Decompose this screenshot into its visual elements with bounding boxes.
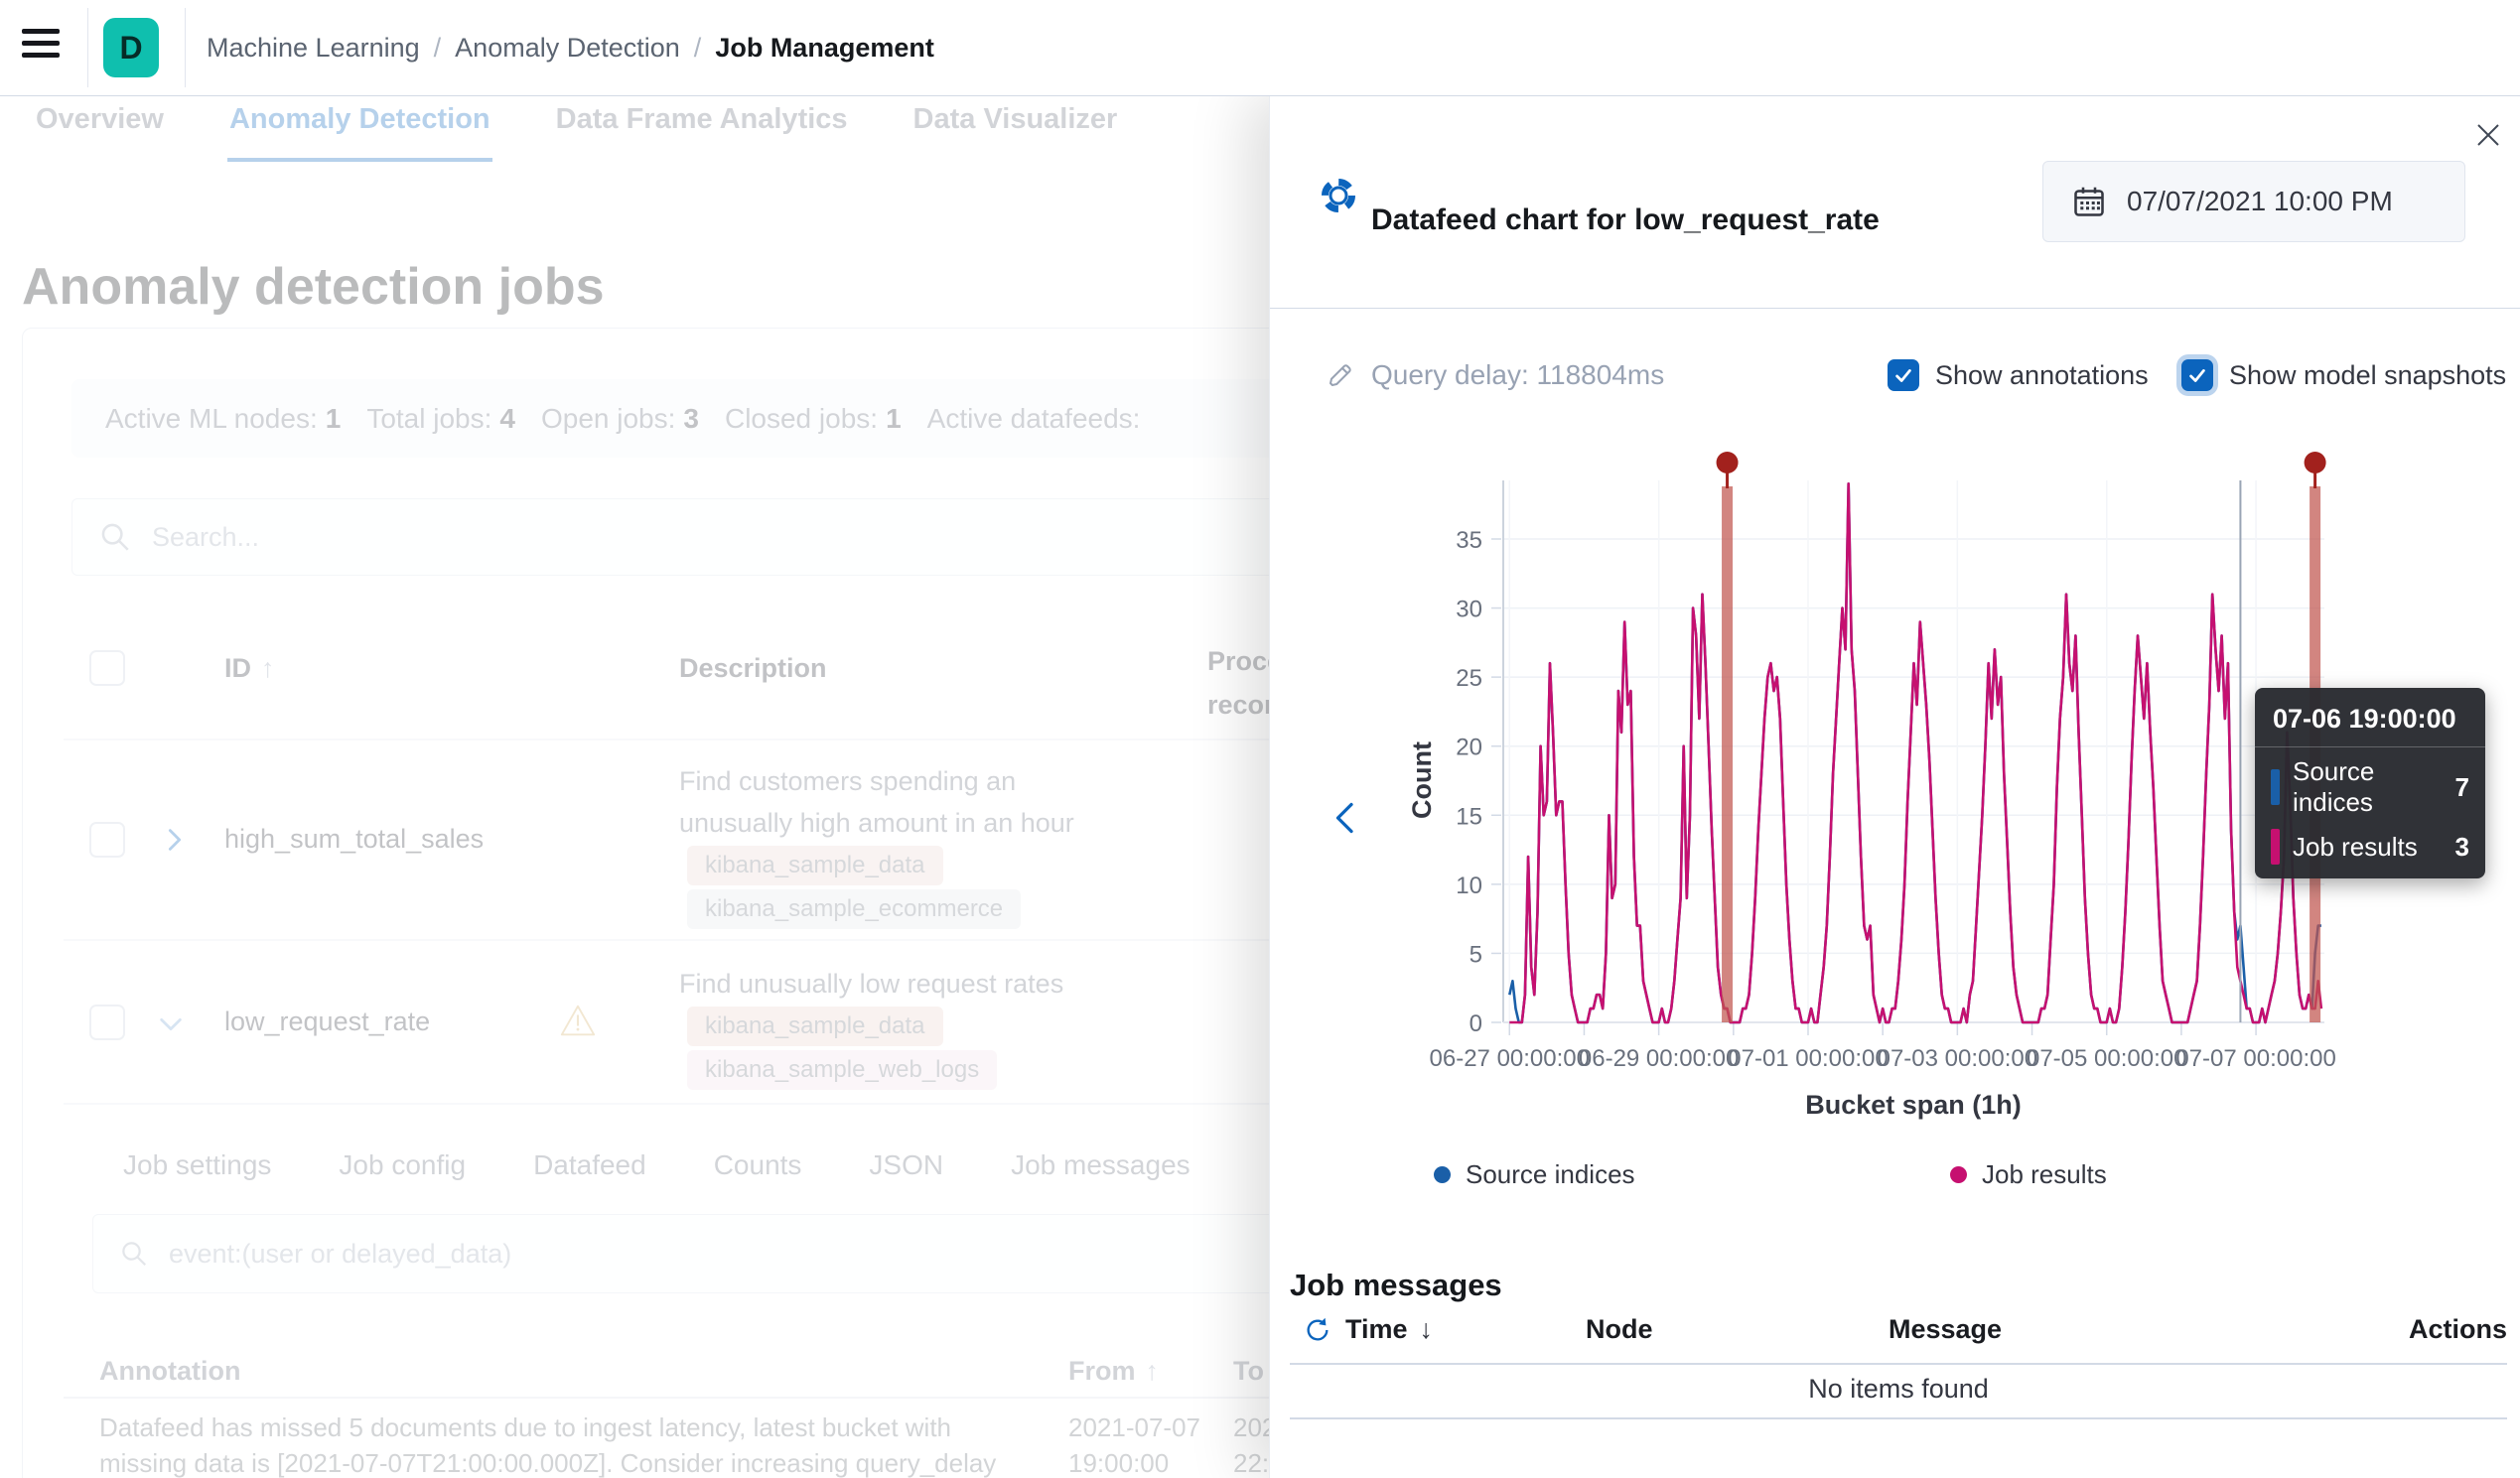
svg-text:15: 15 bbox=[1456, 803, 1482, 830]
checkbox-checked bbox=[1888, 359, 1919, 391]
flyout-overlay-mask[interactable] bbox=[0, 95, 1269, 1478]
annotation-band[interactable] bbox=[1722, 486, 1734, 1022]
show-model-snapshots-checkbox[interactable]: Show model snapshots bbox=[2181, 359, 2506, 391]
legend-job-results[interactable]: Job results bbox=[1950, 1159, 2107, 1190]
breadcrumb-separator: / bbox=[433, 32, 442, 63]
column-header-actions[interactable]: Actions bbox=[2408, 1314, 2507, 1344]
query-delay-editor[interactable]: Query delay: 118804ms bbox=[1326, 359, 1664, 391]
tooltip-row: Job results 3 bbox=[2255, 820, 2485, 878]
breadcrumb-machine-learning[interactable]: Machine Learning bbox=[207, 32, 420, 63]
svg-text:25: 25 bbox=[1456, 665, 1482, 692]
svg-text:07-07 00:00:00: 07-07 00:00:00 bbox=[2175, 1045, 2335, 1072]
calendar-icon bbox=[2074, 187, 2104, 216]
divider bbox=[87, 8, 88, 87]
breadcrumb-anomaly-detection[interactable]: Anomaly Detection bbox=[455, 32, 680, 63]
datafeed-icon bbox=[1320, 177, 1357, 219]
refresh-icon[interactable] bbox=[1304, 1316, 1331, 1349]
svg-text:20: 20 bbox=[1456, 735, 1482, 761]
svg-text:30: 30 bbox=[1456, 597, 1482, 623]
pencil-icon bbox=[1330, 364, 1351, 386]
date-value: 07/07/2021 10:00 PM bbox=[2127, 186, 2393, 216]
svg-text:5: 5 bbox=[1470, 941, 1482, 968]
svg-text:0: 0 bbox=[1470, 1010, 1482, 1037]
series-job-results bbox=[1509, 482, 2323, 1024]
column-header-node[interactable]: Node bbox=[1586, 1314, 1653, 1344]
show-annotations-checkbox[interactable]: Show annotations bbox=[1888, 359, 2149, 391]
svg-text:07-05 00:00:00: 07-05 00:00:00 bbox=[2027, 1045, 2186, 1072]
breadcrumb-separator: / bbox=[693, 32, 702, 63]
datafeed-chart-flyout: Datafeed chart for low_request_rate 07/0… bbox=[1269, 95, 2520, 1478]
close-icon[interactable] bbox=[2466, 113, 2510, 157]
column-header-time[interactable]: Time ↓ bbox=[1345, 1314, 1434, 1344]
x-axis-title: Bucket span (1h) bbox=[1805, 1090, 2022, 1120]
series-swatch bbox=[2271, 769, 2280, 805]
space-avatar[interactable]: D bbox=[103, 18, 159, 77]
breadcrumb-job-management: Job Management bbox=[715, 32, 934, 63]
menu-icon[interactable] bbox=[22, 29, 62, 67]
legend-dot bbox=[1434, 1166, 1451, 1183]
legend-dot bbox=[1950, 1166, 1967, 1183]
y-axis-title: Count bbox=[1407, 741, 1437, 819]
legend-source-indices[interactable]: Source indices bbox=[1434, 1159, 1635, 1190]
tooltip-time: 07-06 19:00:00 bbox=[2255, 688, 2485, 747]
chart-tooltip: 07-06 19:00:00 Source indices 7 Job resu… bbox=[2255, 688, 2485, 878]
date-picker[interactable]: 07/07/2021 10:00 PM bbox=[2042, 161, 2465, 242]
divider bbox=[1290, 1363, 2507, 1365]
job-messages-title: Job messages bbox=[1290, 1268, 1502, 1302]
svg-text:06-29 00:00:00: 06-29 00:00:00 bbox=[1579, 1045, 1739, 1072]
tooltip-row: Source indices 7 bbox=[2255, 747, 2485, 820]
svg-text:10: 10 bbox=[1456, 873, 1482, 899]
divider bbox=[1270, 308, 2520, 309]
sort-desc-icon: ↓ bbox=[1419, 1314, 1434, 1344]
annotation-marker[interactable] bbox=[2304, 452, 2326, 473]
svg-text:07-01 00:00:00: 07-01 00:00:00 bbox=[1728, 1045, 1888, 1072]
breadcrumb: Machine Learning / Anomaly Detection / J… bbox=[207, 0, 934, 95]
flyout-title: Datafeed chart for low_request_rate bbox=[1371, 202, 1880, 236]
top-navigation-bar: D Machine Learning / Anomaly Detection /… bbox=[0, 0, 2520, 96]
empty-table-message: No items found bbox=[1808, 1374, 1989, 1404]
column-header-message[interactable]: Message bbox=[1889, 1314, 2003, 1344]
divider bbox=[1290, 1417, 2507, 1419]
query-delay-text: Query delay: 118804ms bbox=[1371, 359, 1665, 390]
series-swatch bbox=[2271, 829, 2280, 865]
divider bbox=[185, 8, 186, 87]
svg-text:07-03 00:00:00: 07-03 00:00:00 bbox=[1878, 1045, 2037, 1072]
chevron-left-icon[interactable] bbox=[1324, 796, 1367, 840]
annotation-marker[interactable] bbox=[1716, 452, 1739, 473]
svg-text:06-27 00:00:00: 06-27 00:00:00 bbox=[1430, 1045, 1590, 1072]
svg-text:35: 35 bbox=[1456, 527, 1482, 554]
checkbox-checked bbox=[2181, 359, 2213, 391]
